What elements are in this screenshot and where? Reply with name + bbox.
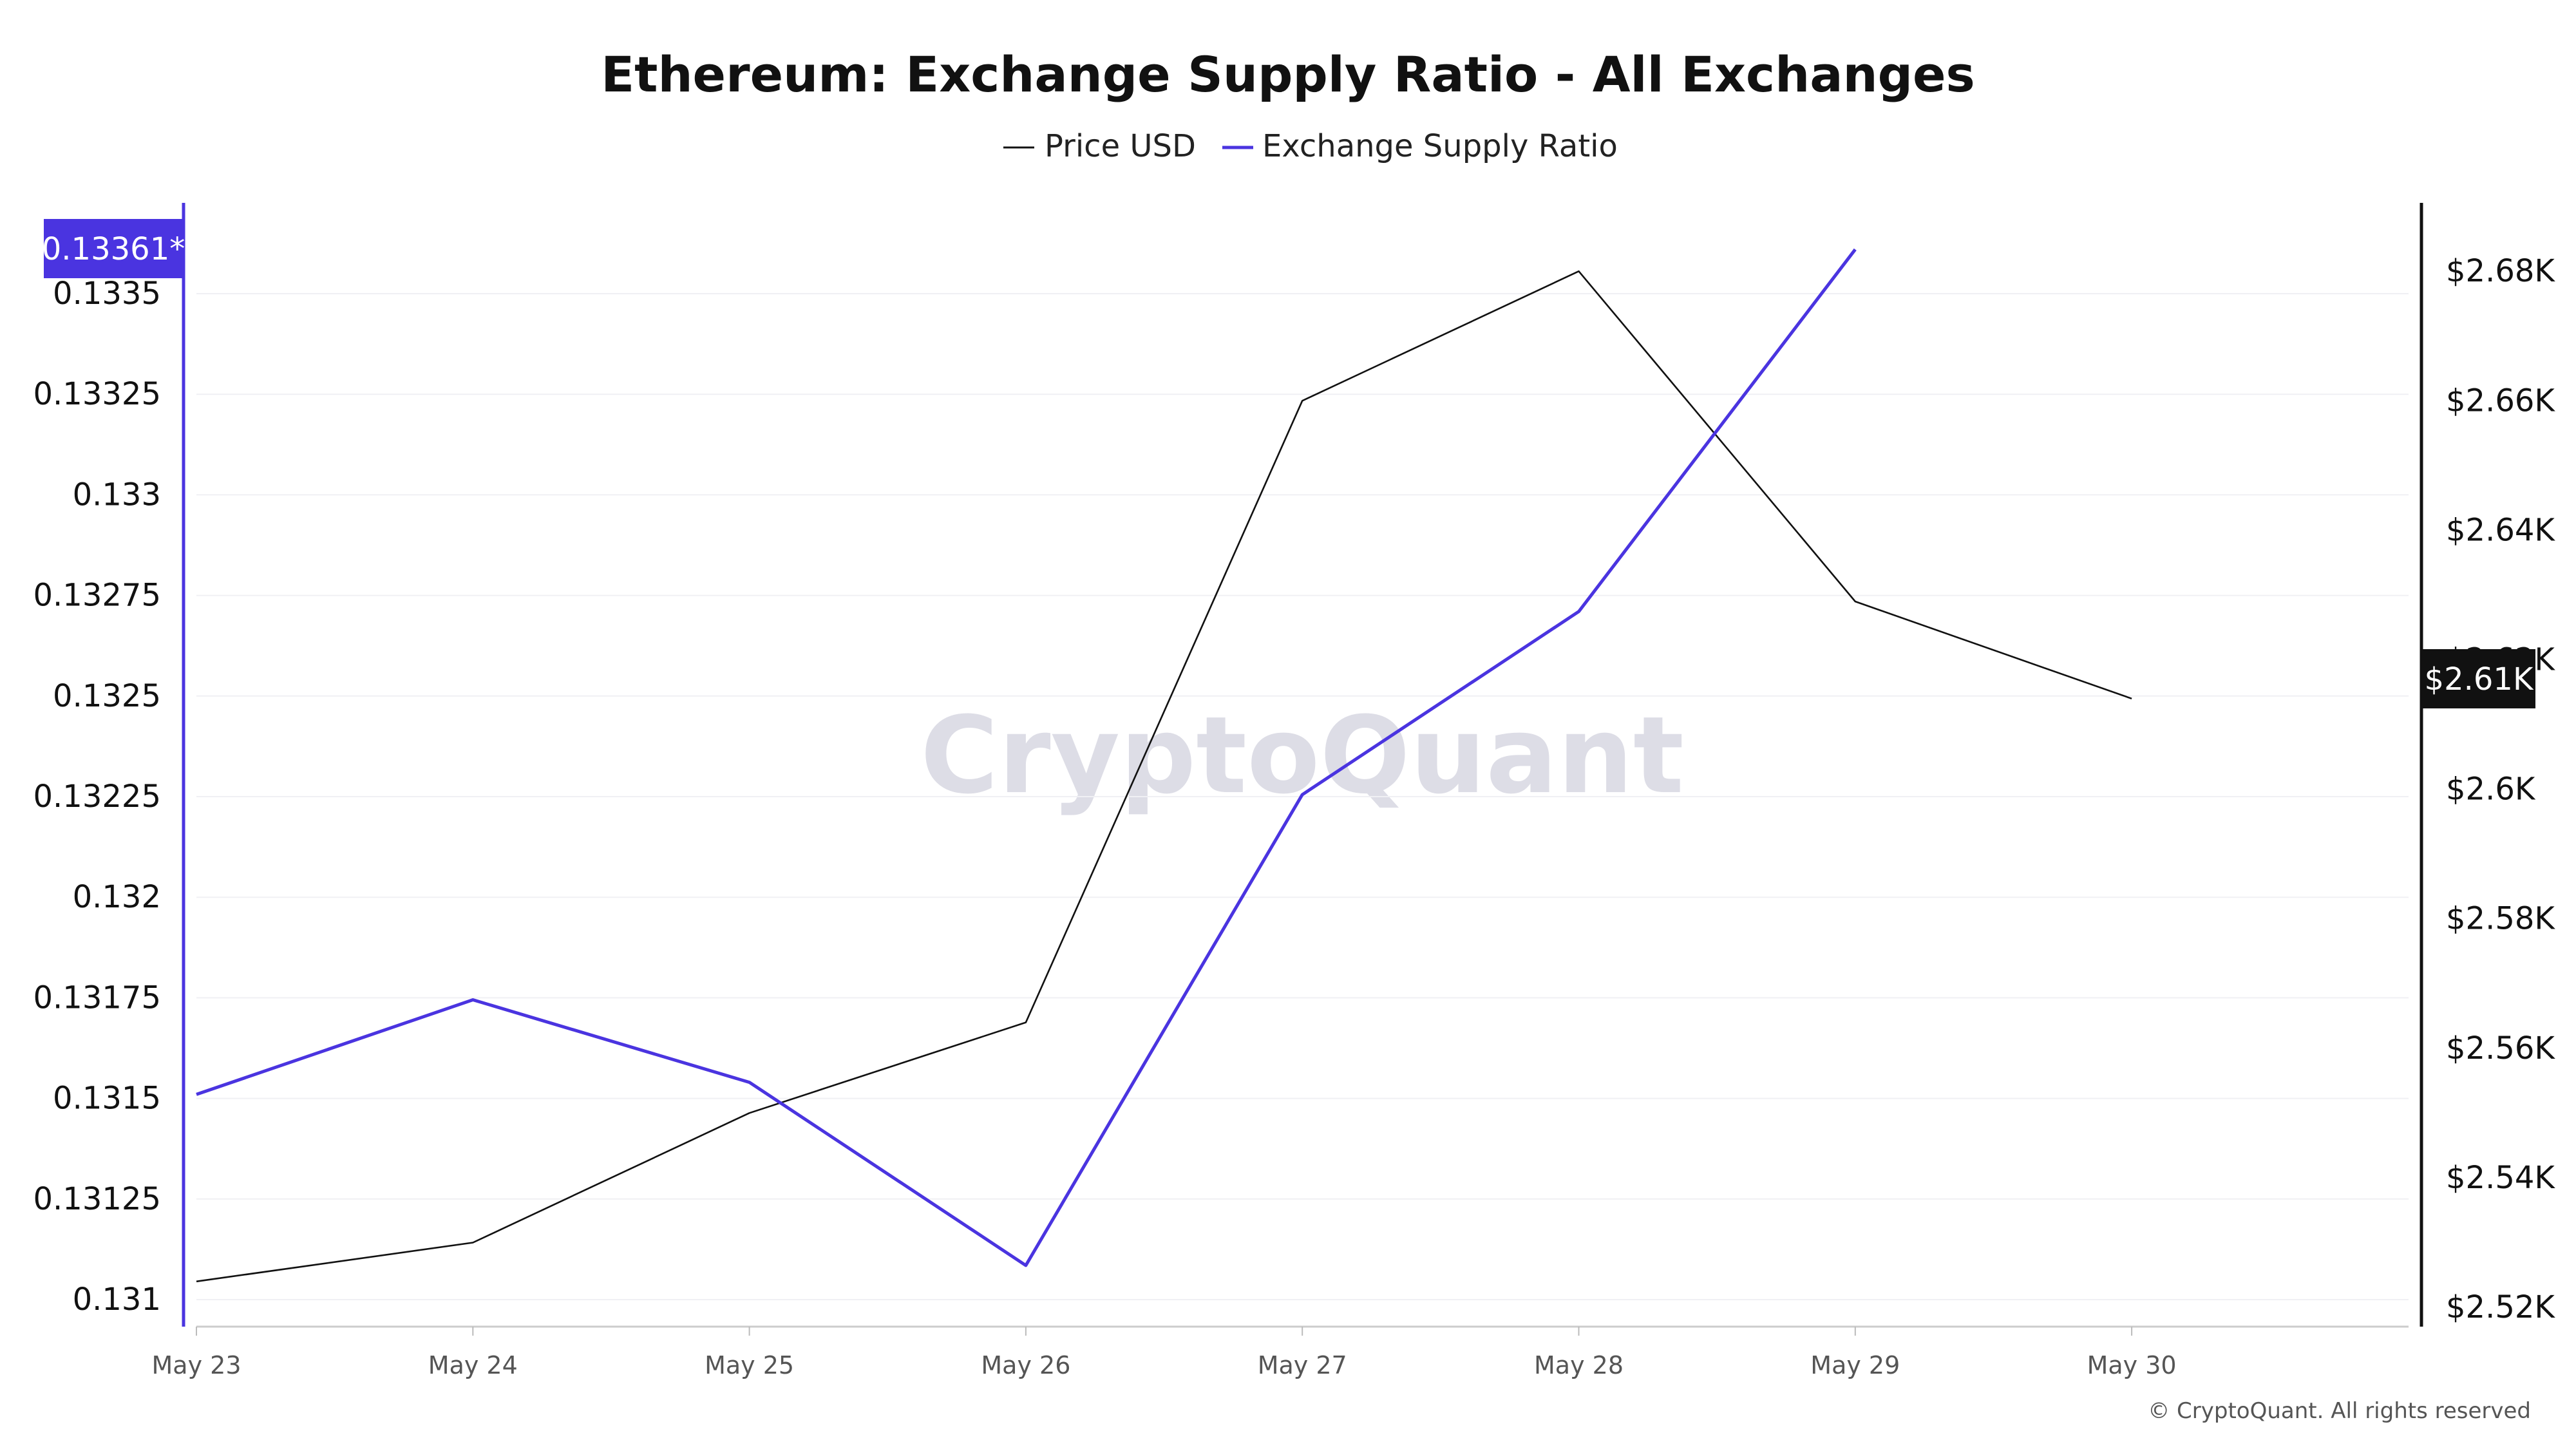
x-tick-label: May 24 [428, 1351, 518, 1379]
left-tick-label: 0.132 [73, 879, 161, 915]
right-tick-label: $2.56K [2446, 1030, 2555, 1066]
x-tick-label: May 28 [1534, 1351, 1624, 1379]
copyright: © CryptoQuant. All rights reserved [2148, 1398, 2531, 1424]
left-tick-label: 0.13325 [33, 376, 162, 412]
right-tick-label: $2.64K [2446, 512, 2555, 548]
left-value-badge: 0.13361* [42, 219, 185, 278]
left-tick-label: 0.131 [73, 1282, 161, 1318]
x-tick-label: May 29 [1810, 1351, 1900, 1379]
legend: Price USD Exchange Supply Ratio [1003, 128, 1618, 164]
left-axis-ticks: 0.131 0.13125 0.1315 0.13175 0.132 0.13225 0.1… [33, 276, 162, 1318]
series [196, 248, 2132, 1283]
left-tick-label: 0.1325 [53, 678, 161, 714]
left-tick-label: 0.133 [73, 477, 161, 513]
x-tick-label: May 26 [981, 1351, 1070, 1379]
x-tick-label: May 30 [2087, 1351, 2177, 1379]
exchange-supply-ratio-line[interactable] [196, 248, 1857, 1267]
right-tick-label: $2.54K [2446, 1160, 2555, 1196]
legend-label-price[interactable]: Price USD [1045, 128, 1196, 164]
left-badge-bg [44, 219, 184, 278]
left-tick-label: 0.13275 [33, 578, 162, 614]
right-axis-ticks: $2.52K$2.54K$2.56K$2.58K$2.6K$2.62K$2.64… [2446, 253, 2555, 1325]
grid [196, 293, 2409, 1300]
right-tick-label: $2.52K [2446, 1289, 2555, 1325]
left-tick-label: 0.13225 [33, 779, 162, 815]
chart-title: Ethereum: Exchange Supply Ratio - All Ex… [601, 46, 1975, 103]
right-tick-label: $2.6K [2446, 772, 2536, 808]
x-axis-ticks: May 23 May 24 May 25 May 26 May 27 May 28 May … [152, 1327, 2177, 1379]
right-badge-bg [2423, 649, 2535, 708]
legend-label-ratio[interactable]: Exchange Supply Ratio [1262, 128, 1618, 164]
left-tick-label: 0.13175 [33, 980, 162, 1016]
x-tick-label: May 23 [152, 1351, 242, 1379]
right-badge-text: $2.61K [2425, 661, 2534, 697]
x-tick-label: May 27 [1258, 1351, 1347, 1379]
right-tick-label: $2.58K [2446, 901, 2555, 937]
left-tick-label: 0.1315 [53, 1081, 161, 1117]
watermark: CryptoQuant [920, 694, 1684, 817]
x-tick-label: May 25 [705, 1351, 794, 1379]
right-tick-label: $2.66K [2446, 383, 2555, 419]
left-tick-label: 0.1335 [53, 276, 161, 312]
left-tick-label: 0.13125 [33, 1181, 162, 1217]
left-badge-text: 0.13361* [42, 231, 185, 267]
price-usd-line[interactable] [196, 270, 2132, 1283]
right-value-badge: $2.61K [2423, 649, 2535, 708]
right-tick-label: $2.68K [2446, 253, 2555, 289]
